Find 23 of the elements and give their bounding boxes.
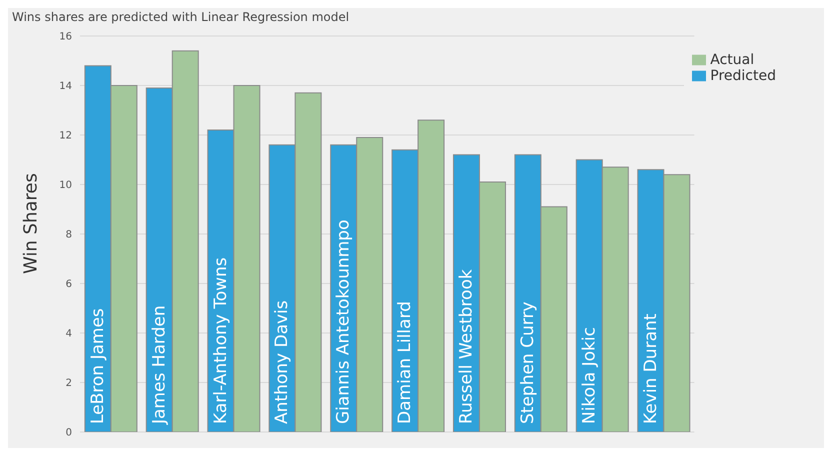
x-tick-label: Karl-Anthony Towns (210, 257, 231, 424)
y-axis-title: Win Shares (20, 173, 42, 274)
x-tick-label: Damian Lillard (395, 301, 416, 424)
y-tick-label: 2 (66, 378, 72, 390)
y-tick-label: 0 (66, 428, 72, 439)
y-tick-label: 14 (59, 81, 72, 92)
x-tick-label: LeBron James (88, 308, 108, 424)
y-tick-label: 6 (66, 279, 72, 290)
y-tick-label: 8 (66, 230, 72, 241)
x-tick-label: Anthony Davis (272, 300, 292, 424)
x-tick-label: Stephen Curry (518, 301, 538, 424)
legend-label: Predicted (710, 68, 776, 84)
x-tick-label: Giannis Antetokounmpo (334, 220, 354, 424)
y-tick-label: 16 (59, 32, 72, 43)
x-tick-label: Kevin Durant (640, 313, 661, 424)
x-tick-label: Russell Westbrook (456, 269, 476, 424)
y-tick-label: 10 (59, 180, 72, 192)
legend-label: Actual (710, 52, 754, 68)
y-tick-label: 4 (66, 328, 72, 340)
chart-title: Wins shares are predicted with Linear Regression model (12, 10, 350, 24)
y-tick-label: 12 (59, 130, 72, 142)
x-tick-label: Nikola Jokic (579, 327, 600, 424)
x-tick-label: James Harden (149, 305, 170, 425)
